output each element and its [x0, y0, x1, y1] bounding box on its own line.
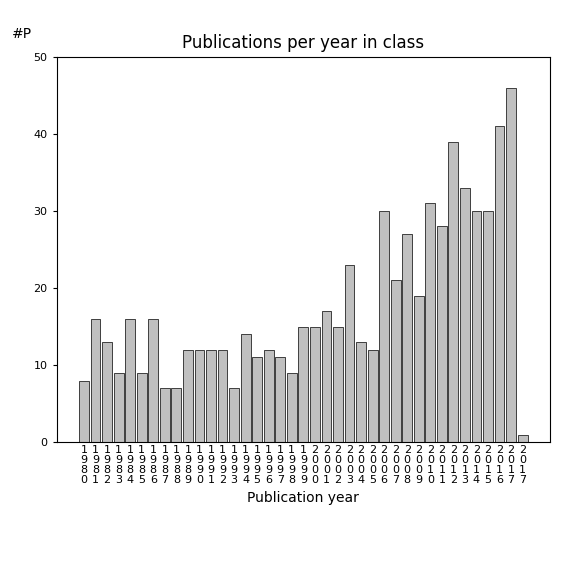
Bar [149, 319, 158, 442]
Bar [379, 211, 389, 442]
Bar [356, 342, 366, 442]
Bar [425, 203, 435, 442]
Bar [79, 380, 89, 442]
Bar [264, 350, 274, 442]
Bar [472, 211, 481, 442]
Bar [437, 226, 447, 442]
Bar [171, 388, 181, 442]
Bar [91, 319, 100, 442]
Bar [194, 350, 204, 442]
Bar [183, 350, 193, 442]
Bar [160, 388, 170, 442]
Y-axis label: #P: #P [12, 27, 32, 41]
X-axis label: Publication year: Publication year [247, 490, 359, 505]
Bar [287, 373, 297, 442]
Bar [298, 327, 308, 442]
Bar [403, 234, 412, 442]
Bar [448, 142, 458, 442]
Bar [276, 357, 285, 442]
Bar [114, 373, 124, 442]
Bar [252, 357, 262, 442]
Bar [321, 311, 331, 442]
Bar [241, 335, 251, 442]
Bar [206, 350, 216, 442]
Bar [460, 188, 470, 442]
Bar [518, 434, 527, 442]
Bar [494, 126, 505, 442]
Bar [218, 350, 227, 442]
Bar [506, 87, 516, 442]
Bar [414, 296, 424, 442]
Bar [483, 211, 493, 442]
Bar [345, 265, 354, 442]
Bar [391, 280, 401, 442]
Title: Publications per year in class: Publications per year in class [182, 35, 425, 52]
Bar [229, 388, 239, 442]
Bar [310, 327, 320, 442]
Bar [367, 350, 378, 442]
Bar [137, 373, 147, 442]
Bar [333, 327, 343, 442]
Bar [125, 319, 135, 442]
Bar [102, 342, 112, 442]
